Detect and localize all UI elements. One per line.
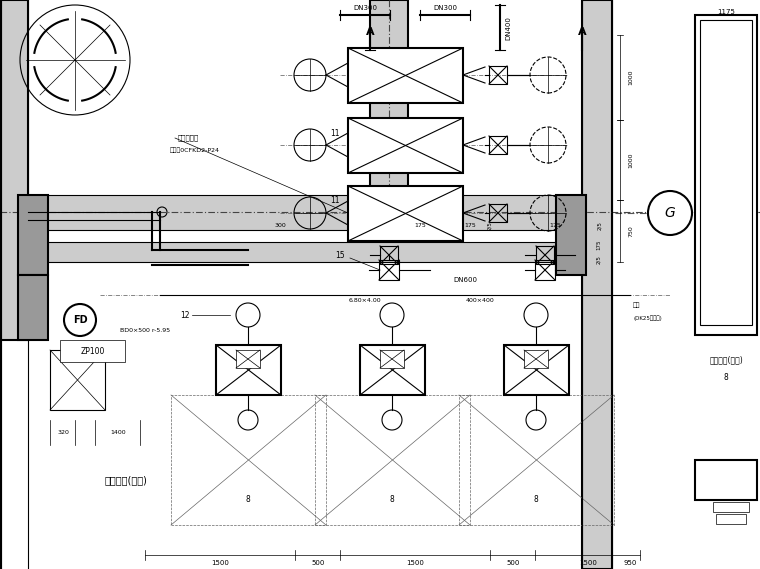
Bar (695, 15, 757, 335)
Bar (348, 186, 463, 241)
Text: 950: 950 (623, 560, 637, 566)
Bar (489, 136, 507, 154)
Bar (556, 195, 586, 275)
Bar (18, 275, 48, 340)
Bar (360, 345, 425, 395)
Text: ZP100: ZP100 (81, 347, 105, 356)
Bar (535, 260, 555, 280)
Bar (716, 514, 746, 524)
Text: 15: 15 (335, 250, 345, 259)
Bar (28, 195, 582, 230)
Bar (695, 460, 757, 500)
Text: 400×400: 400×400 (466, 298, 494, 303)
Text: 12: 12 (181, 311, 190, 320)
Bar (18, 195, 48, 275)
Text: 1400: 1400 (110, 431, 126, 435)
Bar (713, 502, 749, 512)
Bar (379, 260, 399, 280)
Text: 500: 500 (312, 560, 325, 566)
Bar (489, 204, 507, 222)
Bar (504, 345, 569, 395)
Bar (50, 350, 105, 410)
Text: 1000: 1000 (628, 69, 633, 85)
Text: 1500: 1500 (211, 560, 229, 566)
Bar (348, 48, 463, 103)
Text: 11: 11 (331, 129, 340, 138)
Text: 8: 8 (390, 496, 394, 505)
Bar (380, 350, 404, 368)
Text: 175: 175 (414, 222, 426, 228)
Text: 500: 500 (506, 560, 520, 566)
Bar (380, 246, 398, 264)
Bar (700, 20, 752, 325)
Text: DN400: DN400 (505, 16, 511, 40)
Text: 2/5: 2/5 (487, 221, 492, 230)
Text: 8: 8 (245, 496, 250, 505)
Text: 11: 11 (331, 196, 340, 204)
Bar (524, 350, 548, 368)
Bar (315, 395, 470, 525)
Bar (236, 350, 260, 368)
Bar (582, 0, 612, 569)
Text: 详见图0CFKD2-P24: 详见图0CFKD2-P24 (170, 147, 220, 153)
Text: (DK25彩排架): (DK25彩排架) (633, 315, 662, 321)
Text: 2/5: 2/5 (596, 255, 601, 265)
Text: 1000: 1000 (628, 152, 633, 168)
Text: 8: 8 (724, 373, 728, 382)
Text: 6.80×4.00: 6.80×4.00 (349, 298, 382, 303)
Circle shape (648, 191, 692, 235)
Text: G: G (665, 206, 676, 220)
Text: 8: 8 (534, 496, 538, 505)
Bar (348, 118, 463, 173)
Text: 进风机房(战时): 进风机房(战时) (105, 475, 148, 485)
Text: 175: 175 (549, 222, 561, 228)
Text: BD0×500 r-5.95: BD0×500 r-5.95 (120, 328, 170, 332)
Text: 1500: 1500 (406, 560, 424, 566)
Bar (171, 395, 326, 525)
Text: FD: FD (73, 315, 87, 325)
Text: 1175: 1175 (717, 9, 735, 15)
Text: 320: 320 (57, 431, 69, 435)
Text: DN300: DN300 (433, 5, 457, 11)
Text: 进风机房(战时): 进风机房(战时) (709, 356, 743, 365)
Bar (60, 340, 125, 362)
Bar (216, 345, 281, 395)
Text: 175: 175 (464, 222, 476, 228)
Text: 750: 750 (628, 225, 633, 237)
Bar (0, 0, 28, 340)
Text: A: A (366, 27, 375, 37)
Text: 1500: 1500 (579, 560, 597, 566)
Bar (370, 0, 408, 200)
Text: 彩排: 彩排 (633, 302, 641, 308)
Text: A: A (578, 27, 586, 37)
Circle shape (64, 304, 96, 336)
Text: 2/5: 2/5 (597, 221, 603, 230)
Text: 175: 175 (596, 240, 601, 250)
Text: DN600: DN600 (453, 277, 477, 283)
Bar (536, 246, 554, 264)
Text: 剖视图位置: 剖视图位置 (178, 135, 199, 141)
Bar (459, 395, 614, 525)
Bar (28, 242, 588, 262)
Bar (710, 490, 752, 500)
Text: 300: 300 (274, 222, 286, 228)
Text: DN300: DN300 (353, 5, 377, 11)
Bar (489, 66, 507, 84)
